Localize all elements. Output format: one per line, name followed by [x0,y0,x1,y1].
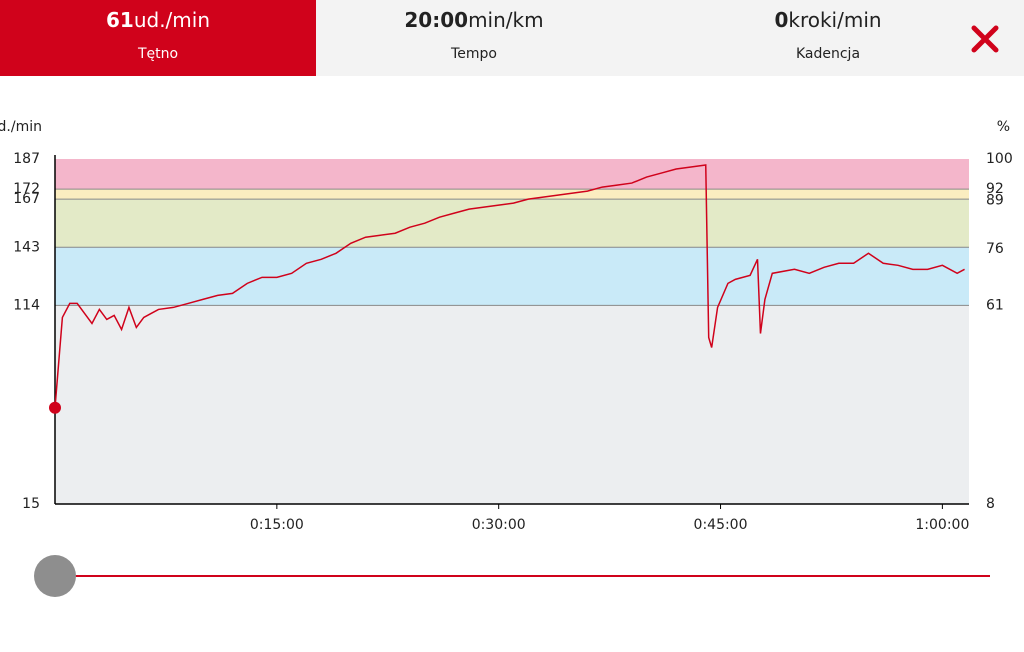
y-tick-label: 167 [13,191,40,207]
y2-axis-label: % [997,119,1010,135]
zone-band [55,199,969,248]
tab-value: 20:00min/km [316,8,632,32]
zone-band [55,305,969,504]
y-tick-label: 143 [13,239,40,255]
y2-tick-label: 61 [986,297,1004,313]
y-tick-label: 15 [22,496,40,512]
zone-band [55,189,969,200]
y2-tick-label: 76 [986,241,1004,257]
y-tick-label: 187 [13,151,40,167]
x-tick-label: 0:15:00 [250,517,304,533]
y-tick-label: 114 [13,297,40,313]
y-axis-label: ud./min [0,119,42,135]
tab-unit: kroki/min [788,8,882,32]
tab-unit: ud./min [133,8,211,32]
x-tick-label: 0:30:00 [472,517,526,533]
x-tick-label: 1:00:00 [915,517,969,533]
y2-tick-label: 92 [986,181,1004,197]
tab-label: Tempo [451,46,497,62]
slider-knob[interactable] [34,555,76,597]
y2-tick-label: 100 [986,151,1013,167]
tab-number: 0 [774,8,789,32]
tab-value: 61ud./min [0,8,316,32]
tab-label: Kadencja [795,46,861,62]
y2-tick-label: 8 [986,496,995,512]
current-point [49,401,61,414]
tab-unit: min/km [468,8,544,32]
page: 61ud./min Tętno 20:00min/km Tempo 0kroki/min… [0,0,1024,597]
tab-number: 61 [105,8,134,32]
tab[interactable]: 20:00min/km Tempo [316,0,632,76]
zone-band [55,247,969,306]
y2-tick-label: 89 [986,192,1004,208]
heart-rate-line [54,164,965,408]
tab-label: Tętno [137,46,179,62]
tab-number: 20:00 [404,8,469,32]
tab-bar: 61ud./min Tętno 20:00min/km Tempo 0kroki/min… [0,0,1024,76]
tab[interactable]: 61ud./min Tętno [0,0,316,76]
zone-band [55,159,969,190]
tab-value: 0kroki/min [632,8,1024,32]
x-tick-label: 0:45:00 [694,517,748,533]
y-tick-label: 172 [13,181,40,197]
tab[interactable]: 0kroki/min Kadencja [632,0,1024,76]
close-button[interactable] [970,24,1000,54]
